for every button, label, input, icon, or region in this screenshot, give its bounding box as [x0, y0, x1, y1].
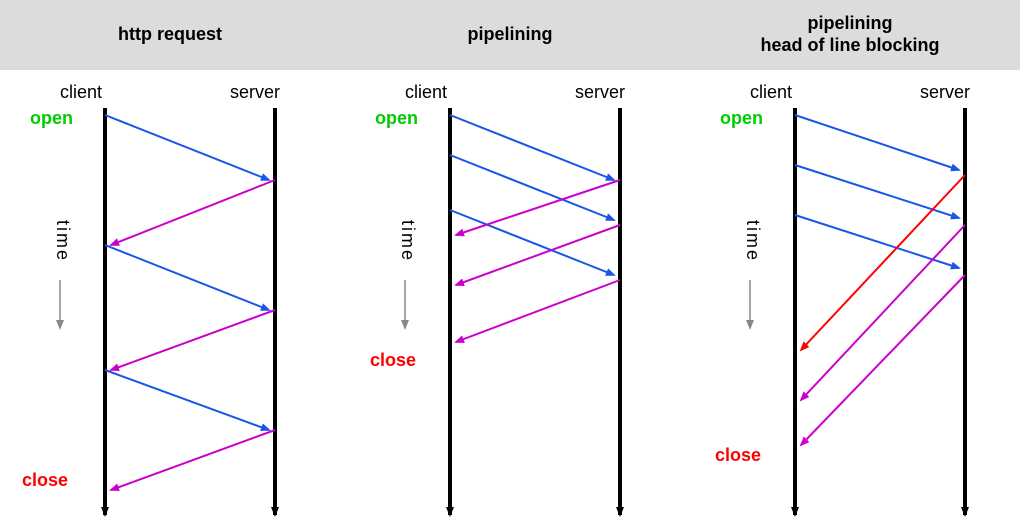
panel-hol-blocking: client server open close time: [680, 70, 1020, 524]
time-label: time: [397, 220, 418, 262]
server-label: server: [920, 82, 970, 103]
message-arrow-5: [111, 430, 275, 490]
server-label: server: [230, 82, 280, 103]
header-title-0: http request: [0, 0, 340, 70]
time-label: time: [742, 220, 763, 262]
header-title-2: pipelining head of line blocking: [680, 0, 1020, 70]
message-arrow-2: [450, 210, 614, 275]
client-label: client: [405, 82, 447, 103]
sequence-diagram: [0, 70, 340, 524]
server-label: server: [575, 82, 625, 103]
time-label: time: [52, 220, 73, 262]
panels-container: client server open close time client ser…: [0, 70, 1020, 524]
open-label: open: [375, 108, 418, 129]
message-arrow-3: [456, 180, 620, 235]
panel-pipelining: client server open close time: [340, 70, 680, 524]
message-arrow-4: [105, 370, 269, 430]
message-arrow-4: [801, 225, 965, 400]
message-arrow-1: [111, 180, 275, 245]
client-label: client: [60, 82, 102, 103]
panel-http-request: client server open close time: [0, 70, 340, 524]
message-arrow-2: [105, 245, 269, 310]
sequence-diagram: [340, 70, 680, 524]
message-arrow-2: [795, 215, 959, 268]
message-arrow-0: [105, 115, 269, 180]
message-arrow-0: [795, 115, 959, 170]
open-label: open: [30, 108, 73, 129]
message-arrow-1: [795, 165, 959, 218]
close-label: close: [22, 470, 68, 491]
message-arrow-3: [111, 310, 275, 370]
header-bar: http request pipelining pipelining head …: [0, 0, 1020, 70]
message-arrow-5: [801, 275, 965, 445]
message-arrow-0: [450, 115, 614, 180]
message-arrow-5: [456, 280, 620, 342]
close-label: close: [715, 445, 761, 466]
header-title-1: pipelining: [340, 0, 680, 70]
client-label: client: [750, 82, 792, 103]
open-label: open: [720, 108, 763, 129]
close-label: close: [370, 350, 416, 371]
message-arrow-4: [456, 225, 620, 285]
